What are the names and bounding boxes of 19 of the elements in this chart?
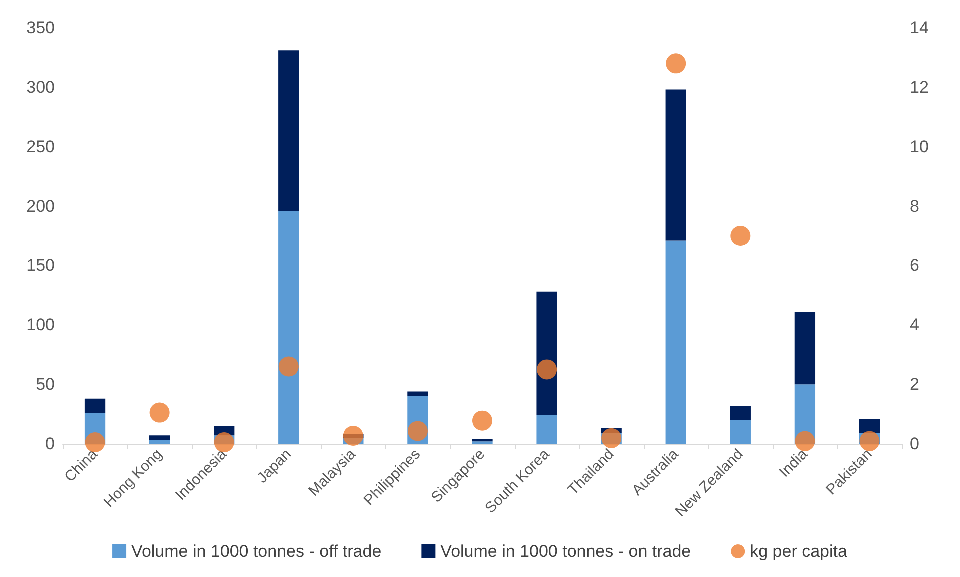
y2-tick-label: 4 [910,316,920,335]
y-tick-label: 100 [26,316,55,335]
legend-label: Volume in 1000 tonnes - on trade [440,542,692,561]
y-tick-label: 250 [26,137,55,156]
y2-tick-label: 14 [910,18,929,38]
y2-tick-label: 6 [910,256,920,276]
y-tick-label: 350 [26,18,55,38]
legend-label: kg per capita [750,542,848,561]
y-tick-label: 150 [26,256,55,276]
y2-tick-label: 10 [910,137,929,156]
y2-tick-label: 8 [910,196,920,216]
legend-label: Volume in 1000 tonnes - off trade [132,542,382,561]
y-tick-label: 300 [26,78,55,97]
y-tick-label: 200 [26,196,55,216]
y-tick-label: 0 [46,434,55,454]
y-tick-label: 50 [36,375,55,394]
y2-tick-label: 0 [910,434,920,454]
y2-tick-label: 2 [910,375,920,394]
y2-tick-label: 12 [910,78,929,97]
